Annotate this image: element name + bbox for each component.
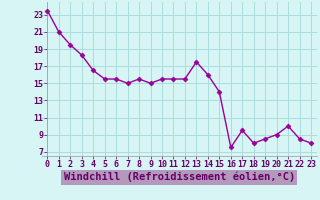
X-axis label: Windchill (Refroidissement éolien,°C): Windchill (Refroidissement éolien,°C) <box>64 172 295 182</box>
